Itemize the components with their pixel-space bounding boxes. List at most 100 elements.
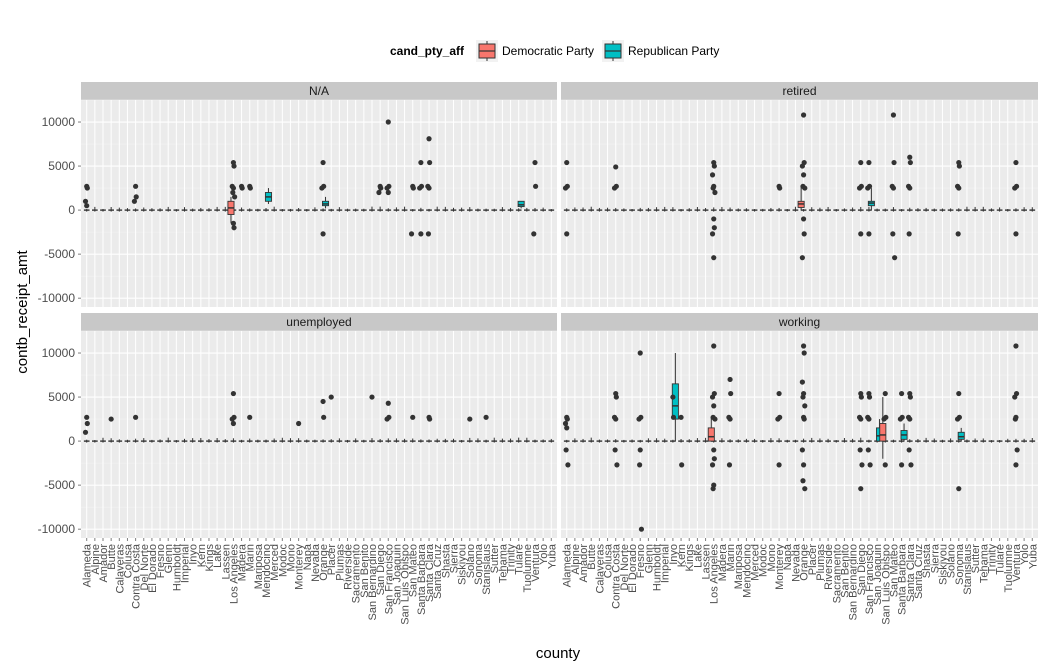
outlier-point — [711, 486, 716, 491]
outlier-point — [800, 447, 805, 452]
outlier-point — [858, 416, 863, 421]
outlier-point — [85, 421, 90, 426]
outlier-point — [907, 155, 912, 160]
outlier-point — [800, 163, 805, 168]
outlier-point — [426, 136, 431, 141]
outlier-point — [638, 447, 643, 452]
y-tick-label: 0 — [68, 434, 75, 448]
outlier-point — [776, 462, 781, 467]
outlier-point — [777, 185, 782, 190]
y-tick-label: 0 — [68, 203, 75, 217]
outlier-point — [891, 160, 896, 165]
outlier-point — [866, 160, 871, 165]
legend-entry-democratic: Democratic Party — [476, 40, 594, 62]
outlier-point — [899, 391, 904, 396]
outlier-point — [712, 163, 717, 168]
outlier-point — [84, 203, 89, 208]
outlier-point — [240, 185, 245, 190]
outlier-point — [386, 190, 391, 195]
outlier-point — [801, 216, 806, 221]
outlier-point — [532, 160, 537, 165]
outlier-point — [866, 416, 871, 421]
outlier-point — [418, 231, 423, 236]
outlier-point — [801, 343, 806, 348]
outlier-point — [801, 462, 806, 467]
outlier-point — [638, 350, 643, 355]
outlier-point — [859, 394, 864, 399]
outlier-point — [614, 462, 619, 467]
outlier-point — [956, 486, 961, 491]
outlier-point — [426, 231, 431, 236]
outlier-point — [1012, 394, 1017, 399]
outlier-point — [858, 447, 863, 452]
x-axis-ticks: AlamedaAlpineAmadorButteCalaverasColusaC… — [82, 538, 1040, 625]
outlier-point — [883, 462, 888, 467]
y-tick-label: 10000 — [42, 115, 76, 129]
outlier-point — [908, 394, 913, 399]
outlier-point — [858, 486, 863, 491]
outlier-point — [565, 462, 570, 467]
outlier-point — [563, 185, 568, 190]
y-axis-title: contb_receipt_amt — [14, 249, 31, 373]
outlier-point — [411, 185, 416, 190]
outlier-point — [711, 216, 716, 221]
outlier-point — [248, 185, 253, 190]
outlier-point — [1013, 462, 1018, 467]
outlier-point — [386, 401, 391, 406]
outlier-point — [376, 190, 381, 195]
outlier-point — [678, 415, 683, 420]
outlier-point — [957, 163, 962, 168]
outlier-point — [132, 199, 137, 204]
outlier-point — [426, 185, 431, 190]
legend-entry-republican: Republican Party — [602, 40, 719, 62]
outlier-point — [711, 403, 716, 408]
outlier-point — [710, 394, 715, 399]
outlier-point — [802, 185, 807, 190]
outlier-point — [384, 185, 389, 190]
outlier-point — [320, 160, 325, 165]
outlier-point — [866, 231, 871, 236]
legend-title: cand_pty_aff — [390, 44, 465, 58]
outlier-point — [881, 416, 886, 421]
outlier-point — [614, 394, 619, 399]
outlier-point — [802, 350, 807, 355]
outlier-point — [319, 185, 324, 190]
outlier-point — [907, 416, 912, 421]
y-tick-label: -10000 — [38, 291, 76, 305]
outlier-point — [801, 112, 806, 117]
outlier-point — [776, 391, 781, 396]
outlier-point — [859, 462, 864, 467]
outlier-point — [231, 163, 236, 168]
outlier-point — [711, 255, 716, 260]
outlier-point — [231, 391, 236, 396]
outlier-point — [467, 416, 472, 421]
outlier-point — [800, 394, 805, 399]
y-tick-label: -10000 — [38, 522, 76, 536]
outlier-point — [712, 456, 717, 461]
outlier-point — [427, 160, 432, 165]
outlier-point — [711, 447, 716, 452]
box — [518, 201, 524, 206]
outlier-point — [410, 415, 415, 420]
outlier-point — [320, 231, 325, 236]
outlier-point — [956, 185, 961, 190]
outlier-point — [801, 172, 806, 177]
outlier-point — [727, 462, 732, 467]
outlier-point — [1015, 447, 1020, 452]
outlier-point — [85, 185, 90, 190]
outlier-point — [231, 421, 236, 426]
outlier-point — [883, 391, 888, 396]
facet-panels: N/A retiredunemployed working — [81, 82, 1038, 538]
outlier-point — [230, 416, 235, 421]
outlier-point — [231, 221, 236, 226]
outlier-point — [892, 255, 897, 260]
outlier-point — [531, 231, 536, 236]
outlier-point — [670, 394, 675, 399]
outlier-point — [956, 391, 961, 396]
legend: cand_pty_aff Democratic Party Republican… — [390, 40, 719, 62]
facet-label: retired — [782, 84, 816, 98]
outlier-point — [133, 415, 138, 420]
outlier-point — [727, 377, 732, 382]
box — [880, 423, 886, 441]
